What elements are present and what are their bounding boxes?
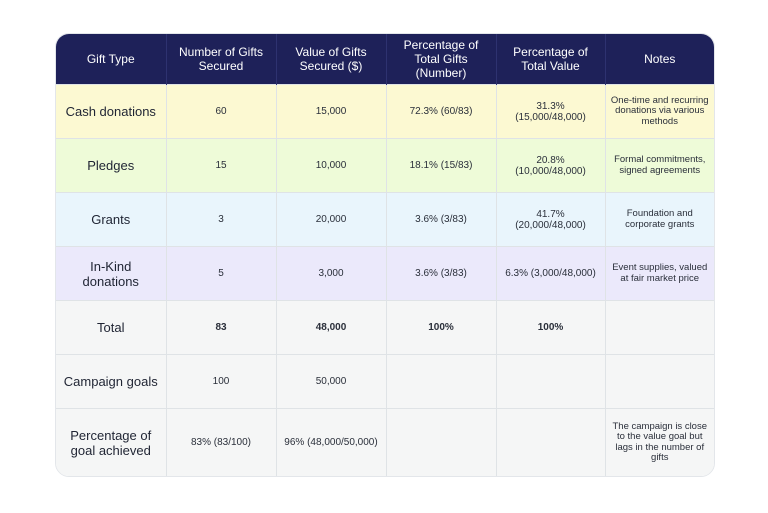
table-row-campaign-goals: Campaign goals 100 50,000 — [56, 354, 714, 409]
header-value-of-gifts: Value of Gifts Secured ($) — [275, 34, 386, 85]
cell-notes: Event supplies, valued at fair market pr… — [604, 246, 714, 301]
cell-value: 3,000 — [275, 246, 386, 301]
gift-summary-table: Gift Type Number of Gifts Secured Value … — [55, 33, 715, 477]
cell-gift-type: Grants — [56, 192, 166, 247]
cell-notes — [604, 300, 714, 355]
cell-value: 50,000 — [275, 354, 386, 409]
cell-pct-value — [495, 354, 605, 409]
cell-number: 3 — [165, 192, 276, 247]
table-row-pledges: Pledges 15 10,000 18.1% (15/83) 20.8% (1… — [56, 138, 714, 193]
table: Gift Type Number of Gifts Secured Value … — [56, 34, 714, 476]
cell-pct-value: 31.3% (15,000/48,000) — [495, 84, 605, 139]
cell-value: 48,000 — [275, 300, 386, 355]
table-header: Gift Type Number of Gifts Secured Value … — [56, 34, 714, 85]
cell-number: 100 — [165, 354, 276, 409]
cell-gift-type: Pledges — [56, 138, 166, 193]
header-notes: Notes — [604, 34, 714, 85]
cell-pct-gifts — [385, 408, 496, 476]
cell-value: 15,000 — [275, 84, 386, 139]
cell-number: 15 — [165, 138, 276, 193]
cell-notes: One-time and recurring donations via var… — [604, 84, 714, 139]
cell-number: 83 — [165, 300, 276, 355]
header-percentage-total-gifts: Percentage of Total Gifts (Number) — [385, 34, 496, 85]
table-row-cash-donations: Cash donations 60 15,000 72.3% (60/83) 3… — [56, 84, 714, 139]
header-percentage-total-value: Percentage of Total Value — [495, 34, 605, 85]
table-row-total: Total 83 48,000 100% 100% — [56, 300, 714, 355]
cell-pct-value: 20.8% (10,000/48,000) — [495, 138, 605, 193]
cell-number: 83% (83/100) — [165, 408, 276, 476]
cell-pct-gifts: 3.6% (3/83) — [385, 192, 496, 247]
table-row-in-kind-donations: In-Kind donations 5 3,000 3.6% (3/83) 6.… — [56, 246, 714, 301]
cell-notes: Formal commitments, signed agreements — [604, 138, 714, 193]
cell-gift-type: Total — [56, 300, 166, 355]
table-body: Cash donations 60 15,000 72.3% (60/83) 3… — [56, 84, 714, 476]
cell-gift-type: Campaign goals — [56, 354, 166, 409]
cell-number: 5 — [165, 246, 276, 301]
table-row-percentage-of-goal-achieved: Percentage of goal achieved 83% (83/100)… — [56, 408, 714, 476]
cell-pct-gifts: 3.6% (3/83) — [385, 246, 496, 301]
cell-pct-value: 6.3% (3,000/48,000) — [495, 246, 605, 301]
table-row-grants: Grants 3 20,000 3.6% (3/83) 41.7% (20,00… — [56, 192, 714, 247]
cell-pct-gifts — [385, 354, 496, 409]
cell-number: 60 — [165, 84, 276, 139]
cell-pct-value: 41.7% (20,000/48,000) — [495, 192, 605, 247]
header-row: Gift Type Number of Gifts Secured Value … — [56, 34, 714, 85]
cell-pct-gifts: 100% — [385, 300, 496, 355]
cell-notes: The campaign is close to the value goal … — [604, 408, 714, 476]
header-gift-type: Gift Type — [56, 34, 166, 85]
cell-notes: Foundation and corporate grants — [604, 192, 714, 247]
cell-value: 10,000 — [275, 138, 386, 193]
cell-gift-type: In-Kind donations — [56, 246, 166, 301]
cell-pct-gifts: 72.3% (60/83) — [385, 84, 496, 139]
cell-value: 20,000 — [275, 192, 386, 247]
cell-pct-gifts: 18.1% (15/83) — [385, 138, 496, 193]
cell-gift-type: Percentage of goal achieved — [56, 408, 166, 476]
cell-value: 96% (48,000/50,000) — [275, 408, 386, 476]
cell-gift-type: Cash donations — [56, 84, 166, 139]
header-number-of-gifts: Number of Gifts Secured — [165, 34, 276, 85]
cell-pct-value: 100% — [495, 300, 605, 355]
cell-notes — [604, 354, 714, 409]
cell-pct-value — [495, 408, 605, 476]
